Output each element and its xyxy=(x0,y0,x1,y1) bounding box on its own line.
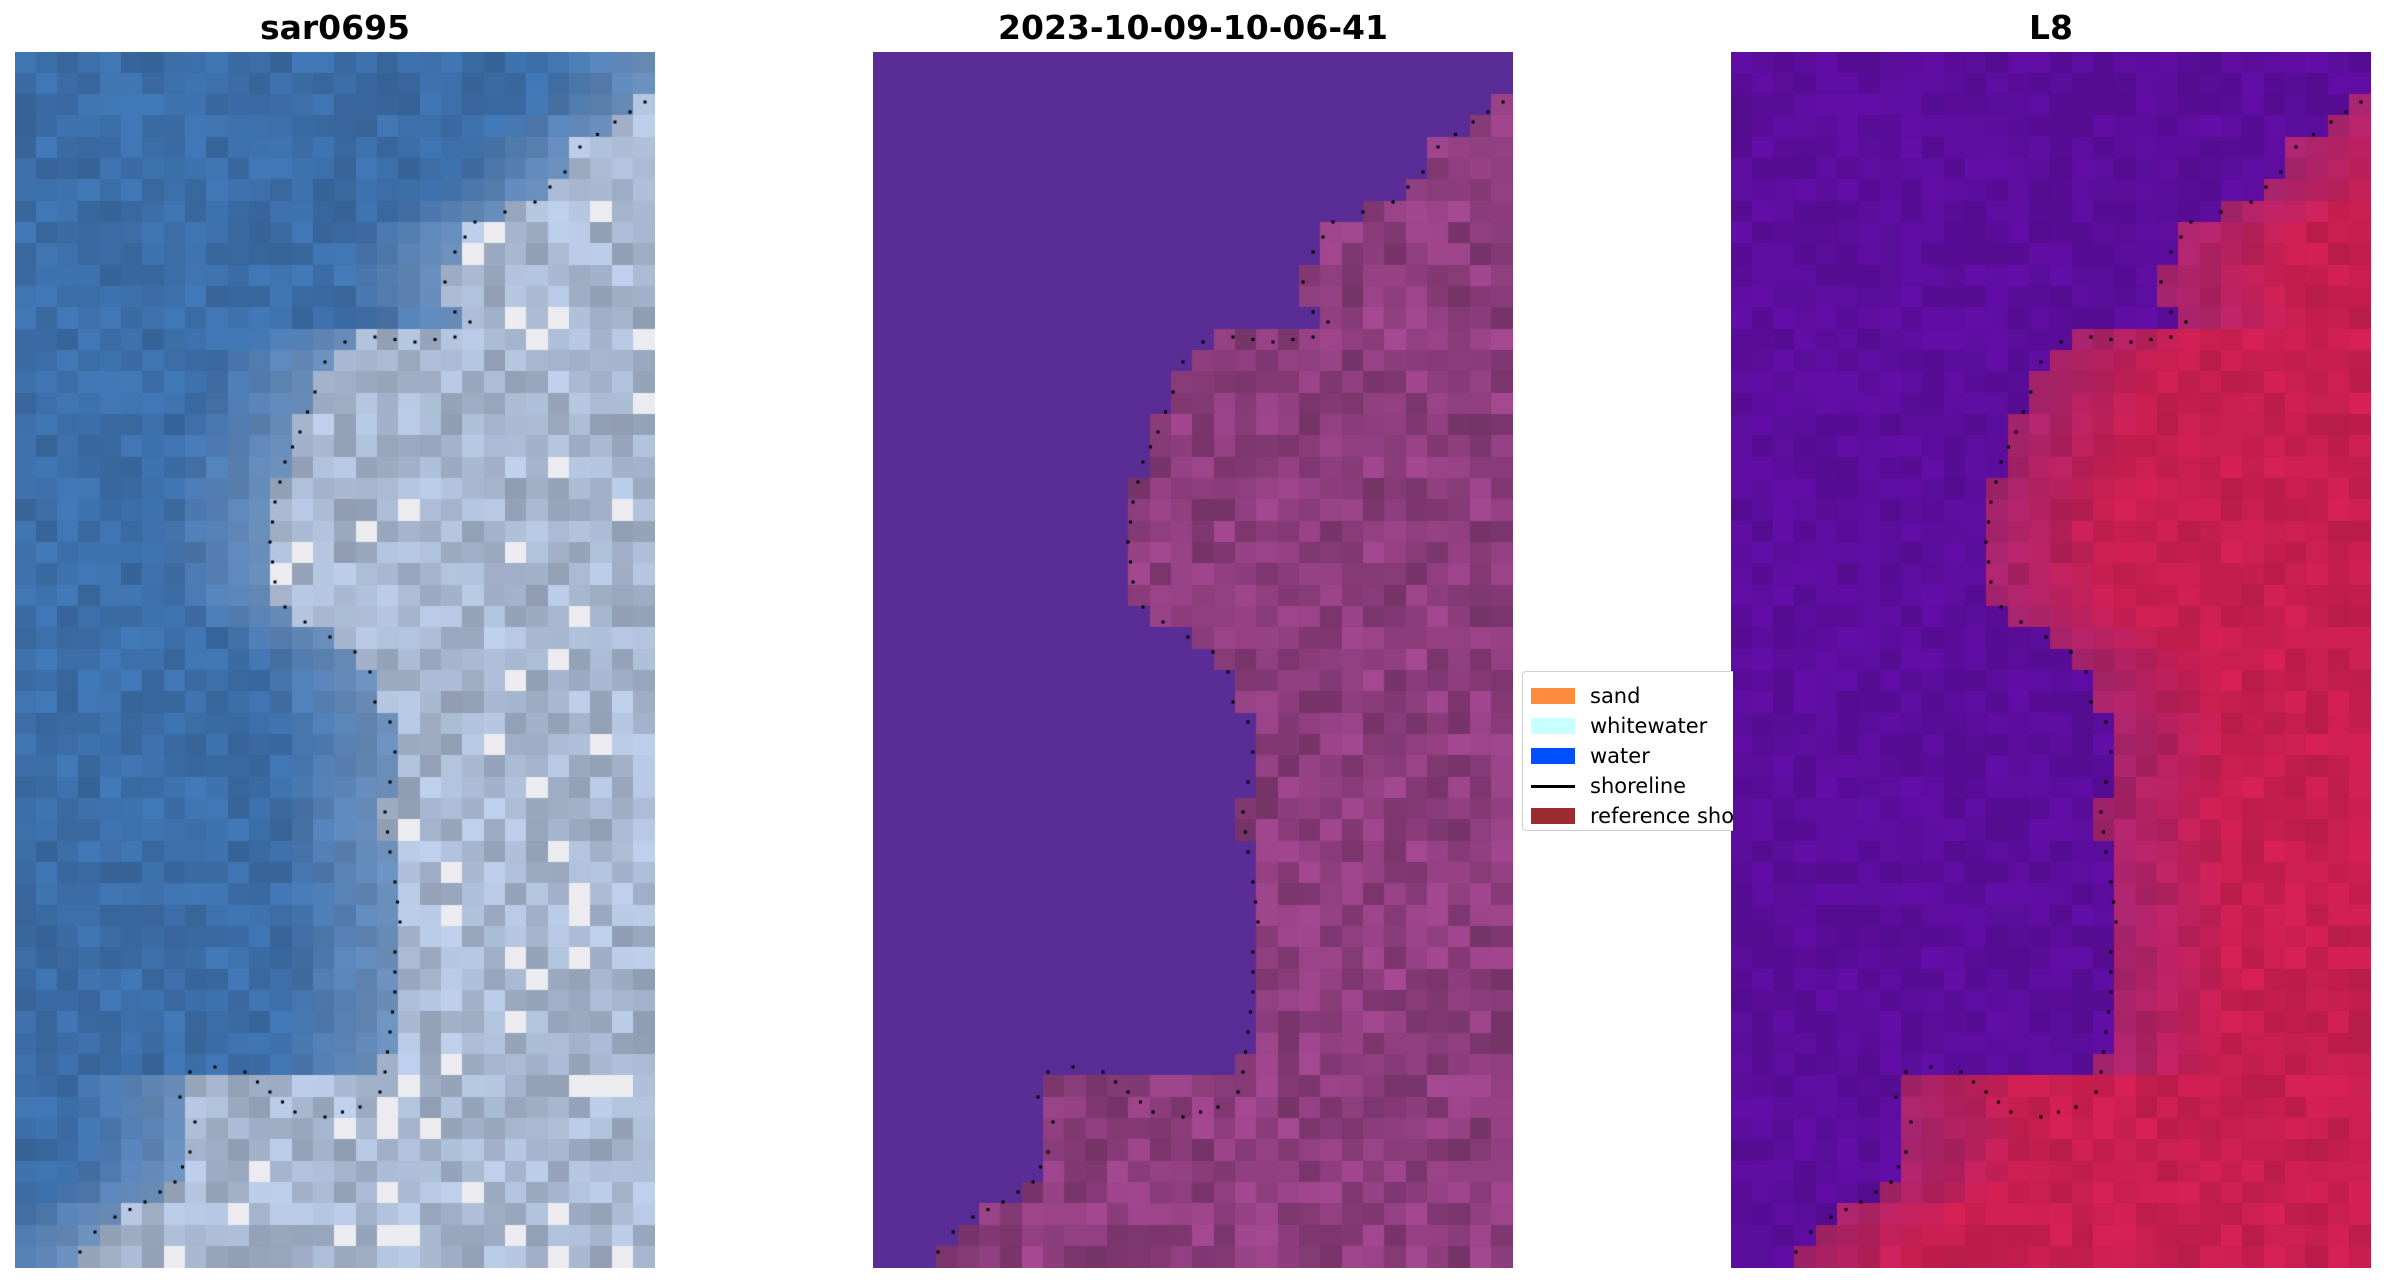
legend-item-water: water xyxy=(1531,741,1650,771)
panel-title-rgb: sar0695 xyxy=(259,8,411,47)
legend: sand whitewater water shoreline referenc… xyxy=(1522,671,1733,831)
legend-swatch-water xyxy=(1531,748,1575,764)
legend-item-sand: sand xyxy=(1531,681,1640,711)
legend-label-sand: sand xyxy=(1590,684,1641,708)
legend-line-shoreline xyxy=(1531,784,1575,788)
rgb-image-panel: sar0695 xyxy=(15,0,655,1268)
legend-item-reference-shoreline: reference shoreline xyxy=(1531,801,1733,830)
panel-title-date: 2023-10-09-10-06-41 xyxy=(998,8,1388,47)
legend-swatch-reference-shoreline xyxy=(1531,808,1575,824)
legend-label-whitewater: whitewater xyxy=(1590,714,1708,738)
legend-swatch-sand xyxy=(1531,688,1575,704)
rgb-satellite-image xyxy=(15,52,655,1268)
legend-item-whitewater: whitewater xyxy=(1531,711,1707,741)
index-image xyxy=(1731,52,2371,1268)
legend-item-shoreline: shoreline xyxy=(1531,771,1686,801)
index-image-panel: L8 xyxy=(1731,0,2371,1268)
legend-swatch-whitewater xyxy=(1531,718,1575,734)
panel-title-sensor: L8 xyxy=(2029,8,2073,47)
legend-label-water: water xyxy=(1590,744,1650,768)
legend-label-shoreline: shoreline xyxy=(1590,774,1687,798)
legend-label-reference-shoreline: reference shoreline xyxy=(1590,804,1733,828)
classified-image-panel: 2023-10-09-10-06-41 xyxy=(873,0,1513,1268)
classified-image xyxy=(873,52,1513,1268)
